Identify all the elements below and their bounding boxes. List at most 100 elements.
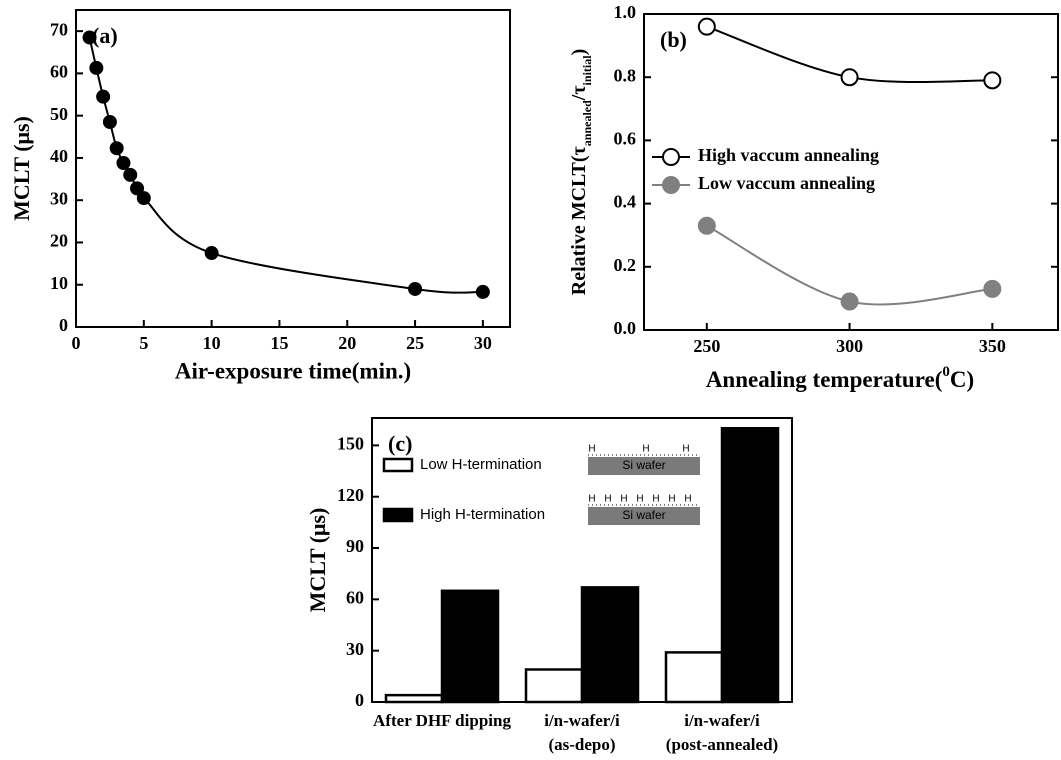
bar [440,589,500,704]
data-point [96,89,111,104]
inset-h: H [636,494,643,505]
x-tick-label: i/n-wafer/i [684,711,760,730]
inset-h: H [668,494,675,505]
inset-h: H [642,444,649,455]
y-tick-label: 0.2 [614,255,637,275]
legend-swatch [382,457,414,473]
y-axis-label: MCLT (μs) [9,116,34,221]
data-point [136,191,151,206]
y-tick-label: 0.0 [614,318,637,338]
inset-h: H [684,494,691,505]
x-tick-label: 300 [836,336,863,356]
x-tick-label: 350 [979,336,1006,356]
y-axis-label-part: ) [568,49,590,56]
data-point [697,216,716,235]
data-point [102,115,117,130]
y-tick-label: 0 [59,315,68,335]
x-axis-label: Annealing temperature(0C) [706,364,974,392]
inset-h: H [682,444,689,455]
y-tick-label: 60 [50,62,68,82]
data-point [408,281,423,296]
data-point [130,181,145,196]
legend-marker [662,148,680,166]
bar [720,427,780,704]
data-point [123,167,138,182]
legend-marker [662,176,680,194]
data-point [983,279,1002,298]
y-axis-label: Relative MCLT(τannealed/τinitial) [568,49,594,296]
inset-h: H [620,494,627,505]
data-point [697,17,716,36]
y-tick-label: 90 [346,536,364,556]
data-line [88,37,483,294]
x-tick-label: 10 [203,333,221,353]
bar [384,693,444,704]
legend-label: High H-termination [420,506,545,523]
y-tick-label: 10 [50,273,68,293]
x-tick-label: 0 [72,333,81,353]
data-point [475,284,490,299]
bar [524,668,584,704]
x-tick-label: 30 [474,333,492,353]
data-point [840,292,859,311]
data-point [89,60,104,75]
x-tick-label: i/n-wafer/i [544,711,620,730]
inset-h: H [588,444,595,455]
y-axis-label-part: Relative MCLT(τ [568,146,590,295]
x-tick-label: 25 [406,333,424,353]
y-tick-label: 1.0 [614,2,637,22]
y-tick-label: 0.6 [614,129,637,149]
y-tick-label: 0.8 [614,65,637,85]
x-axis-label: Air-exposure time(min.) [175,358,411,383]
y-tick-label: 0 [355,690,364,710]
data-point [116,156,131,171]
y-axis-label-part: /τ [568,85,590,101]
inset-text: Si wafer [622,458,665,472]
panel-label: (c) [388,431,412,456]
inset-h: H [588,494,595,505]
y-tick-label: 30 [50,188,68,208]
y-tick-label: 120 [337,485,364,505]
inset-text: Si wafer [622,508,665,522]
bar [664,651,724,704]
y-tick-label: 50 [50,104,68,124]
y-axis-label-sub: annealed [580,100,594,146]
x-tick-label: 5 [139,333,148,353]
y-axis-label: MCLT (μs) [305,508,330,613]
y-tick-label: 30 [346,639,364,659]
plot-frame [75,9,511,328]
legend-label: Low H-termination [420,456,542,473]
x-tick-label: (as-depo) [548,735,615,754]
inset-wafer [588,507,700,525]
y-tick-label: 70 [50,19,68,39]
inset-h: H [604,494,611,505]
y-axis-label-sub: initial [580,55,594,86]
bar [580,586,640,704]
legend-label: Low vaccum annealing [698,173,875,193]
x-tick-label: After DHF dipping [373,711,511,730]
x-axis-label-part: C) [950,367,974,392]
y-tick-label: 150 [337,433,364,453]
x-tick-label: 15 [270,333,288,353]
data-point [983,71,1002,90]
panel-label: (b) [660,27,687,52]
data-point [82,30,97,45]
inset-wafer [588,457,700,475]
x-axis-label-part: Annealing temperature( [706,367,943,392]
x-tick-label: 250 [693,336,720,356]
inset-h: H [652,494,659,505]
legend-swatch [382,507,414,523]
y-tick-label: 40 [50,146,68,166]
data-point [204,246,219,261]
legend-label: High vaccum annealing [698,145,879,165]
y-tick-label: 60 [346,587,364,607]
data-point [109,141,124,156]
y-tick-label: 0.4 [614,192,637,212]
x-tick-label: (post-annealed) [666,735,778,754]
x-axis-label-sup: 0 [942,364,950,380]
y-tick-label: 20 [50,231,68,251]
data-point [840,68,859,87]
x-tick-label: 20 [338,333,356,353]
